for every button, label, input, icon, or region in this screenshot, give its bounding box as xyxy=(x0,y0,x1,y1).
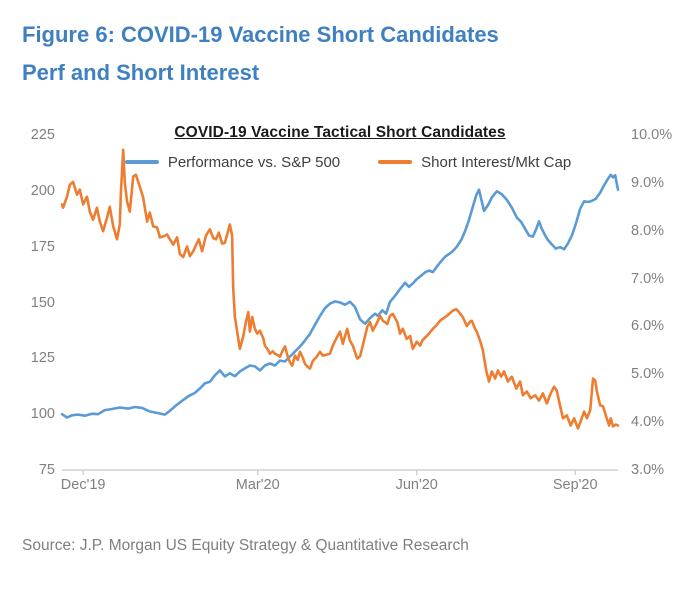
y-axis-left-tick-label: 125 xyxy=(30,350,55,367)
y-axis-left-tick-label: 200 xyxy=(30,182,55,199)
x-axis-tick-label: Sep'20 xyxy=(552,477,598,493)
y-axis-right-tick-label: 8.0% xyxy=(631,222,665,239)
short-interest-line xyxy=(60,148,620,430)
legend-label-short-interest: Short Interest/Mkt Cap xyxy=(421,153,572,171)
legend-label-performance: Performance vs. S&P 500 xyxy=(167,153,341,171)
figure-title: Figure 6: COVID-19 Vaccine Short Candida… xyxy=(22,16,662,92)
y-axis-right-tick-label: 3.0% xyxy=(631,462,665,478)
chart-title: COVID-19 Vaccine Tactical Short Candidat… xyxy=(174,124,506,141)
performance-line xyxy=(60,173,620,419)
source-note: Source: J.P. Morgan US Equity Strategy &… xyxy=(22,537,469,554)
x-axis-tick-label: Dec'19 xyxy=(60,477,106,493)
y-axis-left-tick-label: 100 xyxy=(30,406,55,423)
legend: Performance vs. S&P 500 Short Interest/M… xyxy=(70,152,626,172)
y-axis-right-tick-label: 7.0% xyxy=(631,270,665,287)
legend-item-performance: Performance vs. S&P 500 xyxy=(124,153,341,171)
y-axis-right-tick-label: 6.0% xyxy=(631,318,665,335)
x-axis-tick-label: Jun'20 xyxy=(395,477,438,493)
legend-item-short-interest: Short Interest/Mkt Cap xyxy=(378,154,571,171)
chart: COVID-19 Vaccine Tactical Short Candidat… xyxy=(0,113,700,513)
figure-title-line1: Figure 6: COVID-19 Vaccine Short Candida… xyxy=(22,22,499,47)
figure-title-line2: Perf and Short Interest xyxy=(22,60,260,85)
performance-line-swatch xyxy=(124,160,159,164)
chart-canvas xyxy=(60,148,620,475)
y-axis-right-tick-label: 9.0% xyxy=(631,174,665,191)
short-interest-line-swatch xyxy=(378,160,413,164)
y-axis-left-tick-label: 150 xyxy=(30,294,55,311)
x-axis-tick-label: Mar'20 xyxy=(235,477,280,493)
y-axis-right-tick-label: 5.0% xyxy=(631,366,665,383)
y-axis-left-tick-label: 75 xyxy=(38,462,55,478)
y-axis-right-tick-label: 4.0% xyxy=(631,414,665,431)
y-axis-left-tick-label: 225 xyxy=(30,127,55,143)
y-axis-right-tick-label: 10.0% xyxy=(631,127,673,143)
y-axis-left-tick-label: 175 xyxy=(30,238,55,255)
